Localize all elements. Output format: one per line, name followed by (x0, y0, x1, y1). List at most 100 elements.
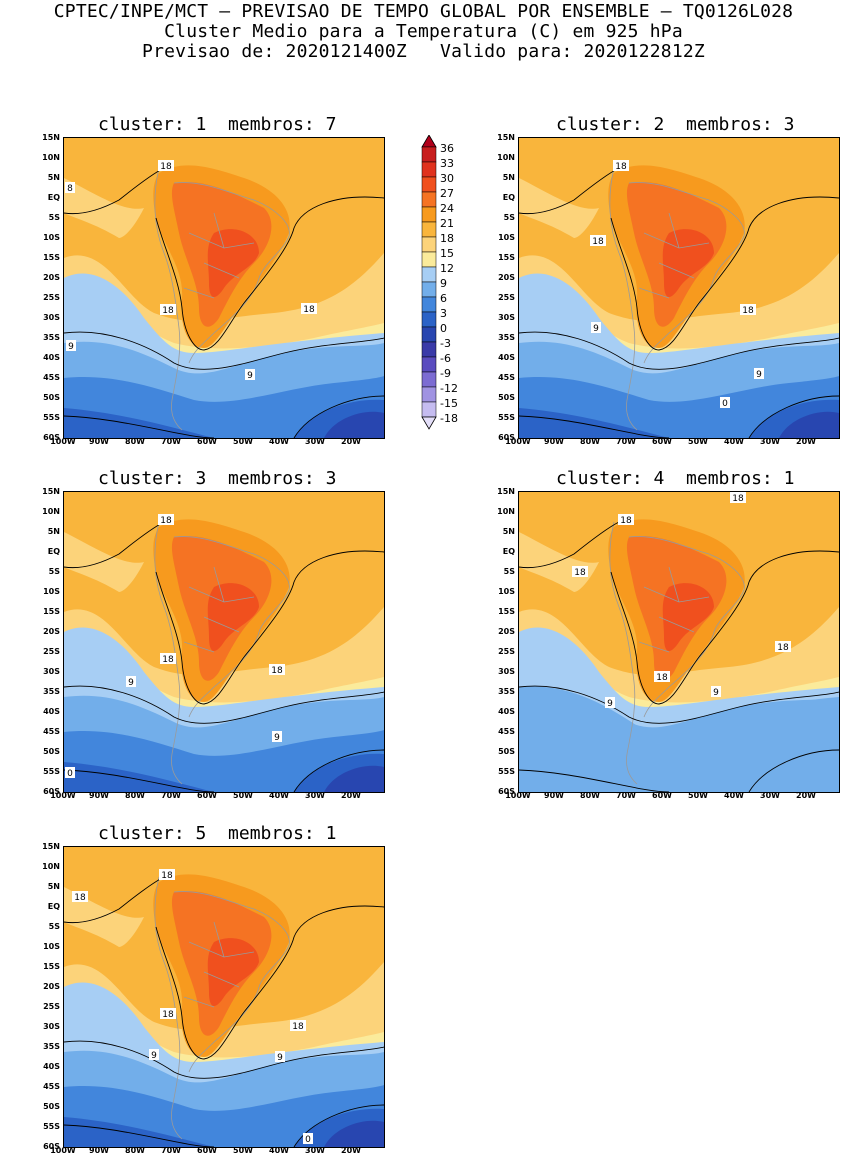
colorbar: 36 33 30 27 24 21 18 15 12 9 6 3 0 -3 -6 -9 -12 -15 -18 (420, 134, 460, 445)
colorbar-swatch (421, 206, 437, 223)
colorbar-label: 33 (440, 157, 454, 170)
svg-text:9: 9 (247, 371, 253, 381)
colorbar-label: 3 (440, 307, 447, 320)
lat-tick-label: 10N (42, 507, 60, 516)
contour-label: 18 (613, 160, 629, 172)
lat-tick-label: 10N (497, 153, 515, 162)
lat-tick-label: 20S (498, 273, 515, 282)
lon-tick-label: 60W (197, 791, 217, 800)
contour-label: 9 (66, 340, 76, 352)
colorbar-swatch (421, 281, 437, 298)
lon-tick-label: 90W (89, 437, 109, 446)
lat-tick-label: 30S (43, 1022, 60, 1031)
lon-tick-label: 90W (89, 1146, 109, 1155)
contour-label: 18 (740, 304, 756, 316)
svg-text:0: 0 (67, 769, 73, 779)
lat-tick-label: 15N (42, 842, 60, 851)
contour-label: 9 (272, 731, 282, 743)
contour-label: 9 (245, 369, 255, 381)
country-borders (154, 521, 290, 785)
lon-tick-label: 30W (305, 1146, 325, 1155)
lat-tick-label: 10S (43, 233, 60, 242)
lon-tick-label: 80W (125, 1146, 145, 1155)
contour-label: 18 (160, 653, 176, 665)
contour-label: 18 (158, 514, 174, 526)
svg-text:9: 9 (68, 342, 74, 352)
lon-tick-label: 70W (161, 1146, 181, 1155)
colorbar-swatch (421, 191, 437, 208)
contour-label: 18 (158, 160, 174, 172)
contour-label: 18 (572, 566, 588, 578)
contour-label: 18 (72, 891, 88, 903)
lat-tick-label: 60S (498, 433, 515, 442)
lat-tick-label: 5S (48, 922, 60, 931)
map-panel-cluster-2: 18 18 18 9 9 0 (518, 137, 840, 439)
lat-tick-label: 15S (43, 607, 60, 616)
lon-tick-label: 100W (50, 791, 76, 800)
lat-tick-label: 35S (43, 1042, 60, 1051)
lat-tick-label: 15S (43, 253, 60, 262)
contour-label: 18 (269, 664, 285, 676)
lat-tick-label: 20S (498, 627, 515, 636)
svg-text:18: 18 (162, 1010, 174, 1020)
lon-tick-label: 100W (505, 791, 531, 800)
colorbar-label: -3 (440, 337, 451, 350)
colorbar-swatch (421, 371, 437, 388)
contour-label: 9 (149, 1049, 159, 1061)
country-borders (609, 521, 745, 785)
contour-label: 18 (160, 1008, 176, 1020)
contour-label: 18 (618, 514, 634, 526)
svg-text:18: 18 (620, 516, 632, 526)
lat-tick-label: 30S (498, 667, 515, 676)
svg-text:18: 18 (656, 673, 668, 683)
colorbar-label: 15 (440, 247, 454, 260)
colorbar-label: 18 (440, 232, 454, 245)
lat-tick-label: 15N (42, 133, 60, 142)
colorbar-label: -6 (440, 352, 451, 365)
colorbar-label: 30 (440, 172, 454, 185)
lat-tick-label: EQ (47, 902, 60, 911)
lat-tick-label: 30S (43, 667, 60, 676)
lat-tick-label: 55S (43, 413, 60, 422)
contour-label: 0 (303, 1133, 313, 1145)
colorbar-label: -9 (440, 367, 451, 380)
contour-lines (64, 521, 384, 792)
colorbar-label: 0 (440, 322, 447, 335)
colorbar-label: 36 (440, 142, 454, 155)
lat-tick-label: 50S (43, 747, 60, 756)
svg-text:8: 8 (67, 184, 73, 194)
lat-tick-label: 55S (498, 413, 515, 422)
colorbar-label: 12 (440, 262, 454, 275)
svg-text:18: 18 (161, 871, 173, 881)
svg-text:9: 9 (713, 688, 719, 698)
temperature-field (519, 138, 839, 438)
lat-tick-label: 45S (498, 373, 515, 382)
lat-tick-label: 15N (497, 133, 515, 142)
lat-tick-label: 60S (43, 433, 60, 442)
lon-tick-label: 60W (652, 791, 672, 800)
lon-tick-label: 100W (50, 437, 76, 446)
map-panel-cluster-4: 18 18 18 18 18 9 9 (518, 491, 840, 793)
contour-label: 18 (654, 671, 670, 683)
colorbar-label: 27 (440, 187, 454, 200)
colorbar-swatch (421, 311, 437, 328)
lat-tick-label: 15N (42, 487, 60, 496)
svg-text:18: 18 (160, 162, 172, 172)
lon-tick-label: 90W (89, 791, 109, 800)
colorbar-swatch (421, 161, 437, 178)
lat-tick-label: 15N (497, 487, 515, 496)
svg-text:18: 18 (777, 643, 789, 653)
lon-tick-label: 40W (269, 1146, 289, 1155)
contour-label: 18 (590, 235, 606, 247)
lon-tick-label: 70W (161, 437, 181, 446)
svg-text:18: 18 (592, 237, 604, 247)
colorbar-top-arrow (421, 134, 437, 148)
lon-tick-label: 50W (233, 437, 253, 446)
svg-text:9: 9 (274, 733, 280, 743)
colorbar-swatch (421, 326, 437, 343)
lat-tick-label: 40S (43, 1062, 60, 1071)
colorbar-swatch (421, 356, 437, 373)
svg-text:18: 18 (742, 306, 754, 316)
colorbar-label: -15 (440, 397, 458, 410)
colorbar-swatch (421, 221, 437, 238)
